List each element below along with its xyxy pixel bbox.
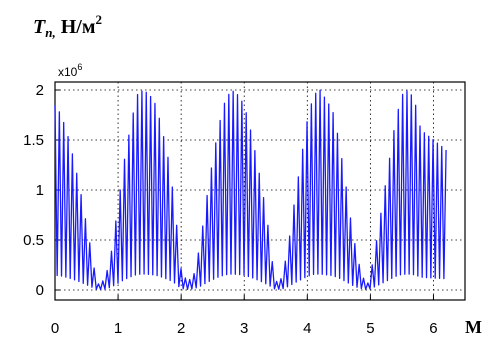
y-tick-label: 1 (36, 182, 44, 199)
x-ticks: 0 1 2 3 4 5 6 (51, 295, 438, 337)
y-tick-label: 2 (36, 82, 44, 99)
y-ticks: 0 0.5 1 1.5 2 (23, 82, 60, 299)
y-multiplier-base: x10 (58, 65, 78, 79)
x-tick-label: 0 (51, 320, 59, 337)
y-multiplier: x106 (58, 62, 82, 79)
x-axis-label: M (465, 317, 482, 337)
x-tick-label: 2 (177, 320, 185, 337)
y-tick-label: 1.5 (23, 132, 44, 149)
y-tick-label: 0.5 (23, 232, 44, 249)
x-tick-label: 4 (303, 320, 311, 337)
y-axis-label: Tn, H/м2 (33, 12, 102, 40)
y-axis-label-main: T (33, 16, 46, 38)
x-tick-label: 6 (429, 320, 437, 337)
x-tick-label: 3 (240, 320, 248, 337)
y-axis-label-units: H/м (56, 16, 96, 38)
y-multiplier-exp: 6 (77, 62, 82, 72)
y-axis-label-exp: 2 (95, 12, 102, 27)
x-tick-label: 5 (366, 320, 374, 337)
y-tick-label: 0 (36, 282, 44, 299)
series-group (54, 89, 447, 291)
series-line (54, 89, 447, 291)
x-tick-label: 1 (114, 320, 122, 337)
y-axis-label-sub: n, (45, 25, 55, 40)
